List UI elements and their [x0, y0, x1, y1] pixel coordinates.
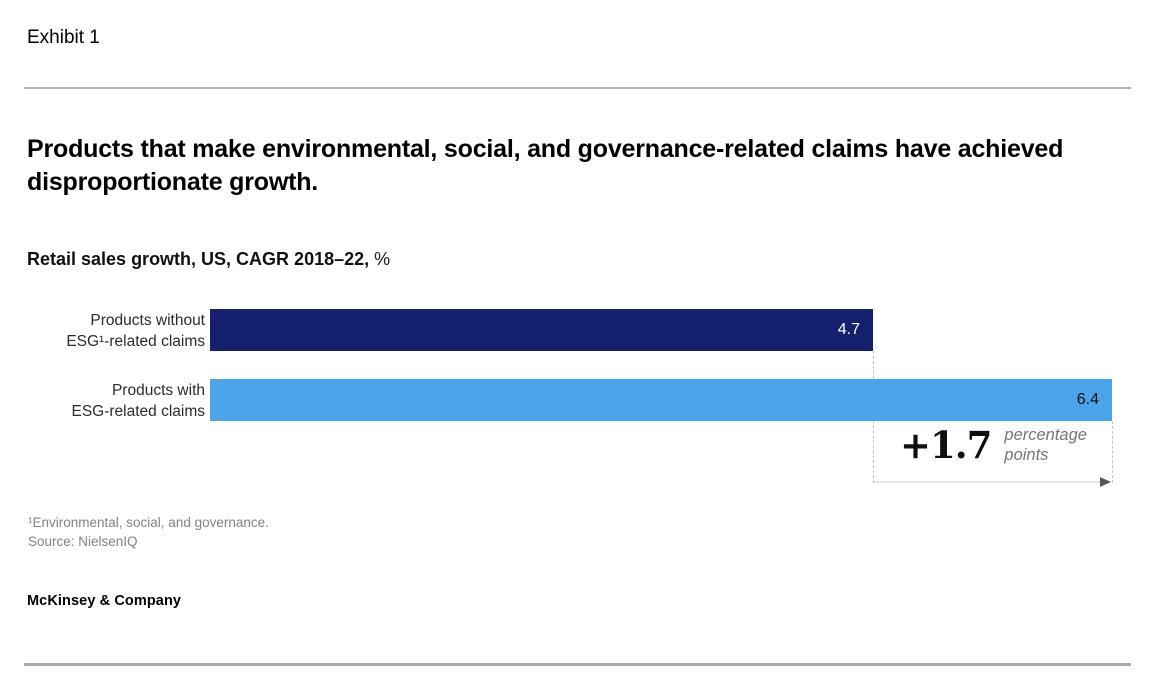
delta-unit-line: percentage [1004, 426, 1087, 444]
bottom-divider [24, 663, 1131, 666]
delta-dashed-line-right [1112, 421, 1113, 483]
mckinsey-wordmark: McKinsey & Company [27, 593, 182, 609]
bar-value-label: 6.4 [1076, 391, 1099, 408]
delta-text: +1.7 percentage points [874, 423, 1113, 467]
bar-value-label: 4.7 [837, 321, 860, 338]
bar-label-line: Products without [90, 312, 205, 329]
top-divider [24, 87, 1131, 89]
footnote: ¹Environmental, social, and governance. [28, 515, 269, 530]
bar-label-line: ESG¹-related claims [66, 333, 205, 350]
footnote-block: ¹Environmental, social, and governance. … [28, 513, 269, 551]
bar-without-esg: 4.7 [210, 309, 873, 351]
exhibit-label: Exhibit 1 [27, 27, 100, 48]
delta-unit-line: points [1004, 446, 1049, 464]
chart-subtitle-text: Retail sales growth, US, CAGR 2018–22, [27, 249, 370, 269]
bar-label-with-esg: Products with ESG-related claims [0, 380, 205, 422]
source-line: Source: NielsenIQ [28, 534, 138, 549]
chart-title: Products that make environmental, social… [27, 135, 1064, 196]
bar-label-line: ESG-related claims [71, 403, 205, 420]
chart-subtitle: Retail sales growth, US, CAGR 2018–22, % [27, 247, 390, 271]
bar-label-line: Products with [111, 382, 205, 399]
delta-arrow-line [874, 481, 1110, 483]
bar-with-esg: 6.4 [210, 379, 1112, 421]
bar-label-without-esg: Products without ESG¹-related claims [0, 310, 205, 352]
delta-annotation: +1.7 percentage points [873, 351, 1113, 487]
right-arrow-icon [1100, 477, 1111, 487]
delta-value: +1.7 [900, 423, 992, 467]
delta-unit: percentage points [1004, 425, 1087, 465]
chart-subtitle-unit: % [374, 249, 391, 269]
